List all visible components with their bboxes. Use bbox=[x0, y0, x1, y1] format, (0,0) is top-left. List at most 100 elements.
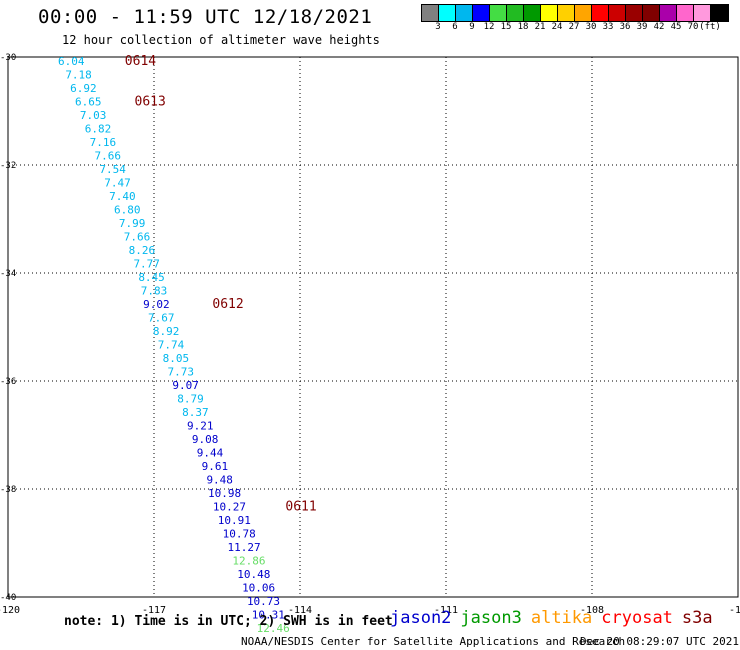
colorbar-swatch bbox=[575, 5, 592, 21]
colorbar-label: 36 bbox=[619, 22, 631, 32]
pass-time-label: 0613 bbox=[135, 95, 166, 110]
colorbar-swatch bbox=[677, 5, 694, 21]
wave-height-value: 10.27 bbox=[213, 501, 246, 514]
wave-height-value: 6.65 bbox=[75, 96, 102, 109]
wave-height-value: 7.66 bbox=[95, 150, 122, 163]
x-tick-label: -10 bbox=[729, 605, 740, 616]
wave-height-value: 10.91 bbox=[218, 514, 251, 527]
wave-height-value: 10.06 bbox=[242, 582, 275, 595]
colorbar-label: 39 bbox=[636, 22, 648, 32]
colorbar-label: 42 bbox=[653, 22, 665, 32]
colorbar-label: 3 bbox=[435, 22, 441, 32]
wave-height-value: 7.47 bbox=[104, 177, 131, 190]
wave-height-value: 8.26 bbox=[129, 244, 156, 257]
x-tick-label: -111 bbox=[434, 605, 458, 616]
wave-height-value: 9.48 bbox=[206, 474, 233, 487]
colorbar-label: 18 bbox=[517, 22, 529, 32]
wave-height-value: 10.31 bbox=[252, 609, 285, 622]
legend-jason3: jason3 bbox=[460, 608, 522, 628]
colorbar-swatch bbox=[439, 5, 456, 21]
colorbar-swatch bbox=[643, 5, 660, 21]
wave-height-value: 8.92 bbox=[153, 325, 180, 338]
wave-height-value: 7.83 bbox=[141, 285, 168, 298]
wave-height-value: 6.04 bbox=[58, 55, 85, 68]
wave-height-value: 12.86 bbox=[232, 555, 265, 568]
y-tick-label: -40 bbox=[0, 593, 16, 603]
wave-height-value: 10.73 bbox=[247, 595, 280, 608]
y-tick-label: -36 bbox=[0, 377, 16, 387]
colorbar-label: (ft) bbox=[699, 22, 721, 32]
legend-s3a: s3a bbox=[681, 608, 713, 628]
colorbar-swatch bbox=[558, 5, 575, 21]
wave-height-value: 8.37 bbox=[182, 406, 209, 419]
pass-time-label: 0614 bbox=[125, 54, 156, 69]
colorbar-label: 30 bbox=[585, 22, 597, 32]
colorbar-swatch bbox=[609, 5, 626, 21]
footer-credit: NOAA/NESDIS Center for Satellite Applica… bbox=[241, 635, 626, 648]
wave-height-value: 10.48 bbox=[237, 568, 270, 581]
colorbar-swatch bbox=[422, 5, 439, 21]
page-subtitle: 12 hour collection of altimeter wave hei… bbox=[62, 33, 380, 47]
colorbar-swatch bbox=[541, 5, 558, 21]
colorbar-label: 24 bbox=[551, 22, 563, 32]
y-tick-label: -34 bbox=[0, 269, 16, 279]
wave-height-value: 9.08 bbox=[192, 433, 219, 446]
x-tick-label: -114 bbox=[288, 605, 312, 616]
colorbar-label: 33 bbox=[602, 22, 614, 32]
colorbar-label: 21 bbox=[534, 22, 546, 32]
wave-height-value: 9.61 bbox=[202, 460, 229, 473]
y-tick-label: -32 bbox=[0, 161, 16, 171]
pass-time-label: 0611 bbox=[285, 500, 316, 515]
colorbar-swatch bbox=[490, 5, 507, 21]
wave-height-value: 8.05 bbox=[163, 352, 190, 365]
wave-height-value: 7.66 bbox=[124, 231, 151, 244]
wave-height-value: 9.21 bbox=[187, 420, 214, 433]
colorbar-label: 45 bbox=[670, 22, 682, 32]
wave-height-value: 7.67 bbox=[148, 312, 175, 325]
colorbar-label: 15 bbox=[500, 22, 512, 32]
wave-height-value: 10.78 bbox=[223, 528, 256, 541]
wave-height-value: 9.07 bbox=[172, 379, 199, 392]
plot-frame bbox=[7, 56, 739, 598]
wave-height-value: 6.92 bbox=[70, 82, 97, 95]
y-tick-label: -38 bbox=[0, 485, 16, 495]
wave-height-value: 7.77 bbox=[133, 258, 160, 271]
colorbar-label: 12 bbox=[483, 22, 495, 32]
wave-height-value: 12.46 bbox=[257, 622, 290, 635]
wave-height-value: 7.03 bbox=[80, 109, 107, 122]
colorbar-label: 70 bbox=[687, 22, 699, 32]
colorbar-label: 6 bbox=[452, 22, 458, 32]
wave-height-value: 8.45 bbox=[138, 271, 165, 284]
pass-time-label: 0612 bbox=[212, 297, 243, 312]
wave-height-value: 11.27 bbox=[227, 541, 260, 554]
wave-height-value: 9.02 bbox=[143, 298, 170, 311]
wave-height-value: 6.80 bbox=[114, 204, 141, 217]
colorbar-swatch bbox=[694, 5, 711, 21]
satellite-legend: jason2 jason3 altika cryosat s3a bbox=[390, 608, 722, 628]
colorbar-swatch bbox=[524, 5, 541, 21]
colorbar-swatch bbox=[507, 5, 524, 21]
colorbar bbox=[421, 4, 729, 22]
wave-height-value: 7.74 bbox=[158, 339, 185, 352]
wave-height-value: 6.82 bbox=[85, 123, 112, 136]
colorbar-label: 9 bbox=[469, 22, 475, 32]
legend-cryosat: cryosat bbox=[601, 608, 673, 628]
footer-timestamp: Dec 20 08:29:07 UTC 2021 bbox=[580, 635, 739, 648]
x-tick-label: -117 bbox=[142, 605, 166, 616]
colorbar-swatch bbox=[626, 5, 643, 21]
colorbar-swatch bbox=[473, 5, 490, 21]
colorbar-swatch bbox=[456, 5, 473, 21]
legend-jason2: jason2 bbox=[390, 608, 452, 628]
y-tick-label: -30 bbox=[0, 53, 16, 63]
x-tick-label: -120 bbox=[0, 605, 20, 616]
colorbar-swatch bbox=[711, 5, 728, 21]
colorbar-label: 27 bbox=[568, 22, 580, 32]
legend-altika: altika bbox=[530, 608, 593, 628]
colorbar-swatch bbox=[592, 5, 609, 21]
wave-height-value: 8.79 bbox=[177, 393, 204, 406]
colorbar-swatch bbox=[660, 5, 677, 21]
wave-height-value: 7.40 bbox=[109, 190, 136, 203]
wave-height-value: 7.54 bbox=[99, 163, 126, 176]
wave-height-value: 7.99 bbox=[119, 217, 146, 230]
